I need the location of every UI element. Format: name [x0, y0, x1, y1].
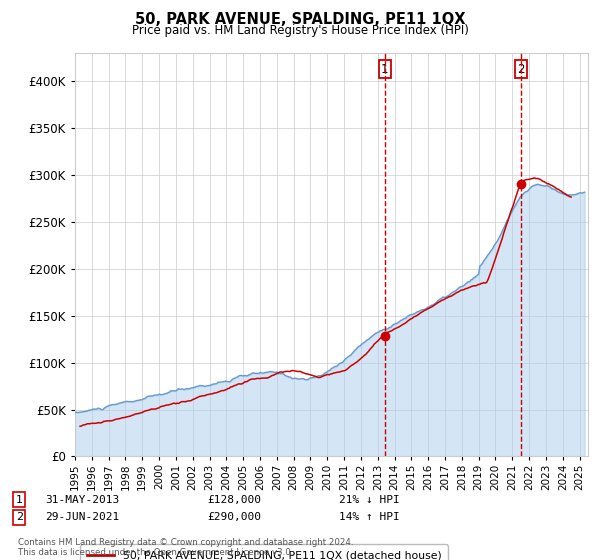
Text: 14% ↑ HPI: 14% ↑ HPI — [339, 512, 400, 522]
Text: 2: 2 — [16, 512, 23, 522]
Text: Contains HM Land Registry data © Crown copyright and database right 2024.
This d: Contains HM Land Registry data © Crown c… — [18, 538, 353, 557]
Legend: 50, PARK AVENUE, SPALDING, PE11 1QX (detached house), HPI: Average price, detach: 50, PARK AVENUE, SPALDING, PE11 1QX (det… — [80, 544, 448, 560]
Text: 31-MAY-2013: 31-MAY-2013 — [45, 494, 119, 505]
Text: 29-JUN-2021: 29-JUN-2021 — [45, 512, 119, 522]
Text: 2: 2 — [517, 63, 524, 76]
Text: £128,000: £128,000 — [207, 494, 261, 505]
Text: £290,000: £290,000 — [207, 512, 261, 522]
Text: 50, PARK AVENUE, SPALDING, PE11 1QX: 50, PARK AVENUE, SPALDING, PE11 1QX — [135, 12, 465, 27]
Text: 1: 1 — [16, 494, 23, 505]
Text: Price paid vs. HM Land Registry's House Price Index (HPI): Price paid vs. HM Land Registry's House … — [131, 24, 469, 36]
Text: 1: 1 — [381, 63, 389, 76]
Text: 21% ↓ HPI: 21% ↓ HPI — [339, 494, 400, 505]
